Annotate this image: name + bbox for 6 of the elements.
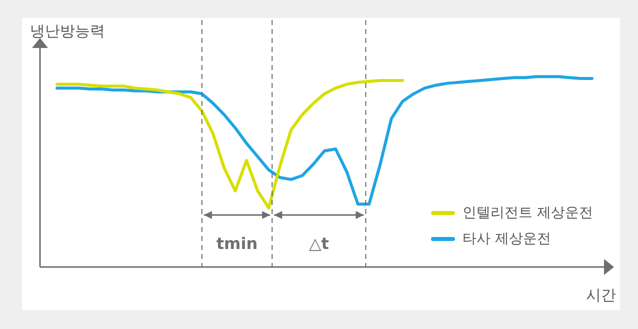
x-axis-title: 시간 bbox=[586, 286, 616, 305]
legend-label: 인텔리전트 제상운전 bbox=[462, 204, 593, 223]
annotation: △t bbox=[308, 234, 330, 254]
legend-label: 타사 제상운전 bbox=[462, 230, 551, 249]
annotation: tmin bbox=[216, 234, 258, 254]
y-axis-title: 냉난방능력 bbox=[30, 22, 105, 41]
